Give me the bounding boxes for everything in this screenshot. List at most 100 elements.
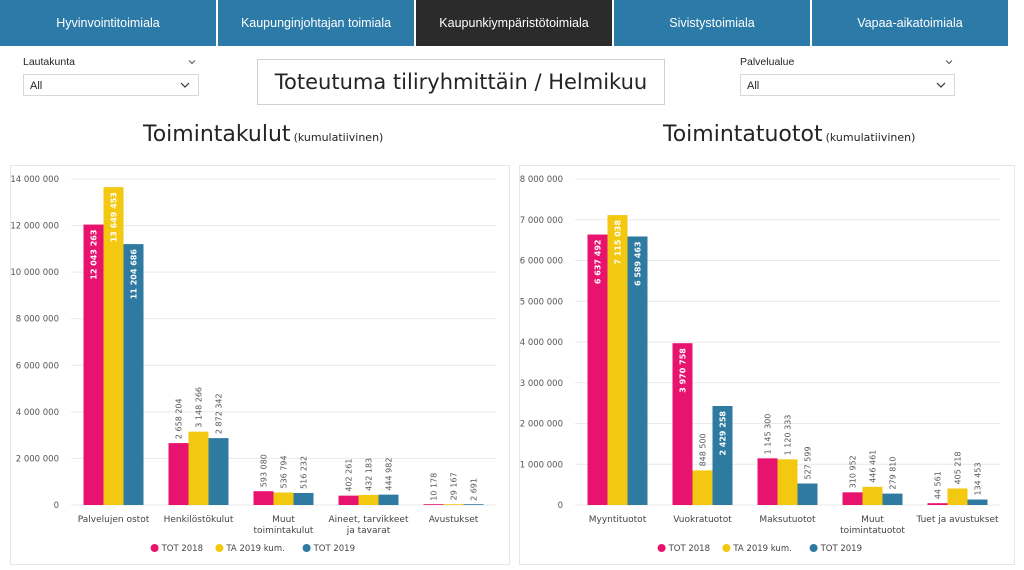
tab-label: Vapaa-aikatoimiala	[857, 16, 963, 30]
bar[interactable]	[947, 488, 968, 505]
bar[interactable]	[423, 504, 444, 505]
data-label: 516 232	[300, 456, 309, 489]
legend-marker	[722, 544, 731, 552]
bar[interactable]	[293, 492, 314, 505]
data-label: 2 658 204	[175, 398, 184, 439]
y-tick-label: 6 000 000	[16, 361, 59, 371]
report-title-text: Toteutuma tiliryhmittäin / Helmikuu	[274, 70, 648, 94]
data-label: 279 810	[889, 457, 898, 490]
bar[interactable]	[882, 493, 903, 505]
bar[interactable]	[967, 499, 988, 505]
data-label: 444 982	[385, 458, 394, 491]
chevron-down-icon	[936, 82, 946, 88]
bar[interactable]	[797, 483, 818, 505]
chevron-down-icon	[180, 82, 190, 88]
data-label: 7 115 038	[614, 220, 623, 265]
x-tick-label: Avustukset	[429, 515, 479, 525]
chart-subtitle: (kumulatiivinen)	[293, 131, 384, 144]
bar[interactable]	[443, 504, 464, 505]
bar[interactable]	[627, 236, 648, 506]
bar[interactable]	[103, 187, 124, 506]
bar[interactable]	[607, 215, 628, 505]
tab-sivistystoimiala[interactable]: Sivistystoimiala	[614, 0, 810, 46]
legend-label: TA 2019 kum.	[225, 544, 284, 554]
legend-label: TOT 2018	[161, 544, 203, 554]
lautakunta-dropdown[interactable]: All	[23, 74, 199, 96]
data-label: 13 649 453	[110, 192, 119, 242]
bar[interactable]	[83, 224, 104, 505]
bar[interactable]	[757, 458, 778, 505]
lautakunta-label: Lautakunta	[23, 56, 75, 68]
y-tick-label: 1 000 000	[520, 460, 563, 470]
bar-chart-svg: 0 2 000 000 4 000 000 6 000 000 8 000 000 10 …	[11, 175, 496, 554]
tab-vapaa-aikatoimiala[interactable]: Vapaa-aikatoimiala	[812, 0, 1008, 46]
x-tick-label: toimintatuotot	[840, 526, 905, 536]
data-label: 3 148 266	[195, 387, 204, 428]
bar[interactable]	[168, 443, 189, 505]
y-tick-label: 8 000 000	[520, 175, 563, 185]
bar[interactable]	[253, 491, 274, 505]
tab-label: Hyvinvointitoimiala	[56, 16, 160, 30]
y-tick-label: 6 000 000	[520, 257, 563, 267]
data-label: 1 120 333	[784, 415, 793, 456]
tab-kaupunkiymparistotoimiala[interactable]: Kaupunkiympäristötoimiala	[416, 0, 612, 46]
legend-marker	[215, 544, 224, 552]
chart-heading-toimintakulut: Toimintakulut (kumulatiivinen)	[143, 122, 383, 147]
report-title: Toteutuma tiliryhmittäin / Helmikuu	[257, 59, 665, 105]
bar[interactable]	[842, 492, 863, 505]
data-label: 12 043 263	[90, 230, 99, 280]
palvelualue-value: All	[747, 80, 760, 92]
data-label: 593 080	[260, 454, 269, 487]
data-label: 2 429 258	[719, 411, 728, 456]
bar[interactable]	[123, 244, 144, 505]
y-tick-label: 0	[54, 501, 59, 511]
y-tick-label: 12 000 000	[11, 222, 59, 232]
legend-label: TOT 2019	[313, 544, 355, 554]
y-tick-label: 5 000 000	[520, 297, 563, 307]
tab-label: Sivistystoimiala	[669, 16, 755, 30]
bar[interactable]	[862, 486, 883, 505]
bar[interactable]	[692, 470, 713, 505]
bar[interactable]	[273, 492, 294, 505]
lautakunta-value: All	[30, 80, 43, 92]
data-label: 446 461	[869, 450, 878, 483]
data-label: 11 204 686	[130, 249, 139, 300]
data-label: 536 794	[280, 455, 289, 488]
x-tick-label: Tuet ja avustukset	[915, 515, 999, 525]
bar[interactable]	[712, 406, 733, 505]
lautakunta-slicer: Lautakunta All	[23, 56, 199, 98]
chevron-down-icon[interactable]	[945, 58, 953, 66]
tab-label: Kaupunkiympäristötoimiala	[439, 16, 589, 30]
bar[interactable]	[672, 343, 693, 505]
legend-marker	[302, 544, 311, 552]
bar[interactable]	[587, 234, 608, 505]
bar[interactable]	[358, 494, 379, 505]
bar[interactable]	[208, 438, 229, 505]
palvelualue-dropdown[interactable]: All	[740, 74, 955, 96]
bar[interactable]	[378, 494, 399, 505]
tab-hyvinvointitoimiala[interactable]: Hyvinvointitoimiala	[0, 0, 216, 46]
data-label: 3 970 758	[679, 348, 688, 393]
legend-marker	[657, 544, 666, 552]
data-label: 405 218	[954, 451, 963, 484]
palvelualue-slicer: Palvelualue All	[740, 56, 955, 98]
data-label: 432 183	[365, 458, 374, 491]
bar[interactable]	[927, 503, 948, 505]
chart-subtitle: (kumulatiivinen)	[825, 131, 916, 144]
bar[interactable]	[777, 459, 798, 505]
x-tick-label: Aineet, tarvikkeet	[329, 515, 409, 525]
data-label: 29 167	[450, 472, 459, 500]
bar[interactable]	[188, 431, 209, 505]
y-tick-label: 10 000 000	[11, 268, 59, 278]
chevron-down-icon[interactable]	[188, 58, 196, 66]
data-label: 134 453	[974, 462, 983, 495]
legend-label: TOT 2019	[820, 544, 862, 554]
data-label: 402 261	[345, 459, 354, 492]
y-tick-label: 0	[558, 501, 563, 511]
tab-kaupunginjohtajan-toimiala[interactable]: Kaupunginjohtajan toimiala	[218, 0, 414, 46]
bar[interactable]	[463, 504, 484, 505]
bar[interactable]	[338, 495, 359, 505]
chart-toimintakulut: 0 2 000 000 4 000 000 6 000 000 8 000 000 10 …	[10, 165, 510, 565]
chart-title: Toimintatuotot	[663, 122, 823, 147]
x-tick-label: Myyntituotot	[589, 515, 647, 525]
